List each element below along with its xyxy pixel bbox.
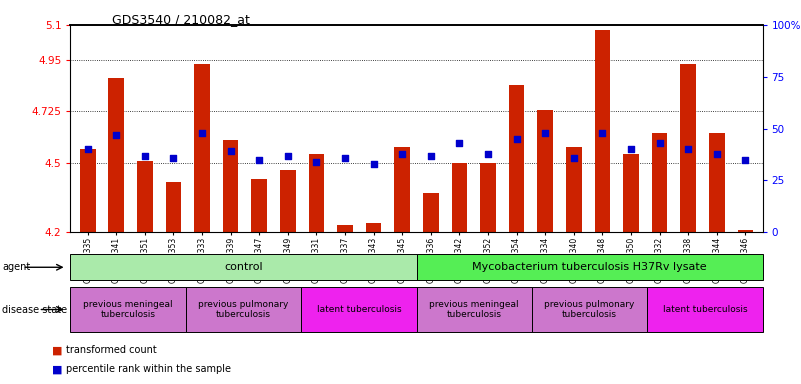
Point bbox=[739, 157, 752, 163]
Point bbox=[139, 152, 151, 159]
Bar bbox=[280, 170, 296, 232]
Bar bbox=[108, 78, 124, 232]
Bar bbox=[452, 163, 467, 232]
Bar bbox=[166, 182, 181, 232]
Point bbox=[453, 140, 466, 146]
Point bbox=[253, 157, 266, 163]
Bar bbox=[566, 147, 582, 232]
Bar bbox=[738, 230, 753, 232]
Bar bbox=[537, 110, 553, 232]
Point bbox=[110, 132, 123, 138]
Bar bbox=[137, 161, 153, 232]
Bar bbox=[366, 223, 381, 232]
Point bbox=[167, 155, 180, 161]
Text: previous meningeal
tuberculosis: previous meningeal tuberculosis bbox=[429, 300, 519, 319]
Text: Mycobacterium tuberculosis H37Rv lysate: Mycobacterium tuberculosis H37Rv lysate bbox=[473, 262, 706, 272]
Text: latent tuberculosis: latent tuberculosis bbox=[662, 305, 747, 314]
Bar bbox=[680, 64, 696, 232]
Text: control: control bbox=[224, 262, 263, 272]
Text: GDS3540 / 210082_at: GDS3540 / 210082_at bbox=[112, 13, 250, 26]
Bar bbox=[423, 193, 439, 232]
Text: disease state: disease state bbox=[2, 305, 67, 314]
Bar bbox=[337, 225, 353, 232]
Text: agent: agent bbox=[2, 262, 30, 272]
Bar bbox=[394, 147, 410, 232]
Point bbox=[567, 155, 580, 161]
Bar bbox=[223, 140, 239, 232]
Point bbox=[310, 159, 323, 165]
Bar bbox=[594, 30, 610, 232]
Bar bbox=[80, 149, 95, 232]
Point bbox=[81, 146, 94, 152]
Text: ■: ■ bbox=[52, 364, 62, 374]
Point bbox=[224, 148, 237, 154]
Bar bbox=[623, 154, 639, 232]
Bar bbox=[308, 154, 324, 232]
Text: previous meningeal
tuberculosis: previous meningeal tuberculosis bbox=[83, 300, 173, 319]
Point bbox=[339, 155, 352, 161]
Point bbox=[625, 146, 638, 152]
Point bbox=[710, 151, 723, 157]
Text: ■: ■ bbox=[52, 345, 62, 355]
Point bbox=[481, 151, 494, 157]
Point bbox=[396, 151, 409, 157]
Point bbox=[367, 161, 380, 167]
Point bbox=[425, 152, 437, 159]
Point bbox=[596, 130, 609, 136]
Text: transformed count: transformed count bbox=[66, 345, 157, 355]
Bar bbox=[709, 133, 725, 232]
Bar bbox=[194, 64, 210, 232]
Point bbox=[195, 130, 208, 136]
Bar bbox=[509, 85, 525, 232]
Point bbox=[653, 140, 666, 146]
Bar bbox=[652, 133, 667, 232]
Point bbox=[539, 130, 552, 136]
Point bbox=[510, 136, 523, 142]
Text: latent tuberculosis: latent tuberculosis bbox=[316, 305, 401, 314]
Bar bbox=[480, 163, 496, 232]
Bar bbox=[252, 179, 267, 232]
Text: previous pulmonary
tuberculosis: previous pulmonary tuberculosis bbox=[199, 300, 288, 319]
Text: previous pulmonary
tuberculosis: previous pulmonary tuberculosis bbox=[545, 300, 634, 319]
Point bbox=[281, 152, 294, 159]
Point bbox=[682, 146, 694, 152]
Text: percentile rank within the sample: percentile rank within the sample bbox=[66, 364, 231, 374]
